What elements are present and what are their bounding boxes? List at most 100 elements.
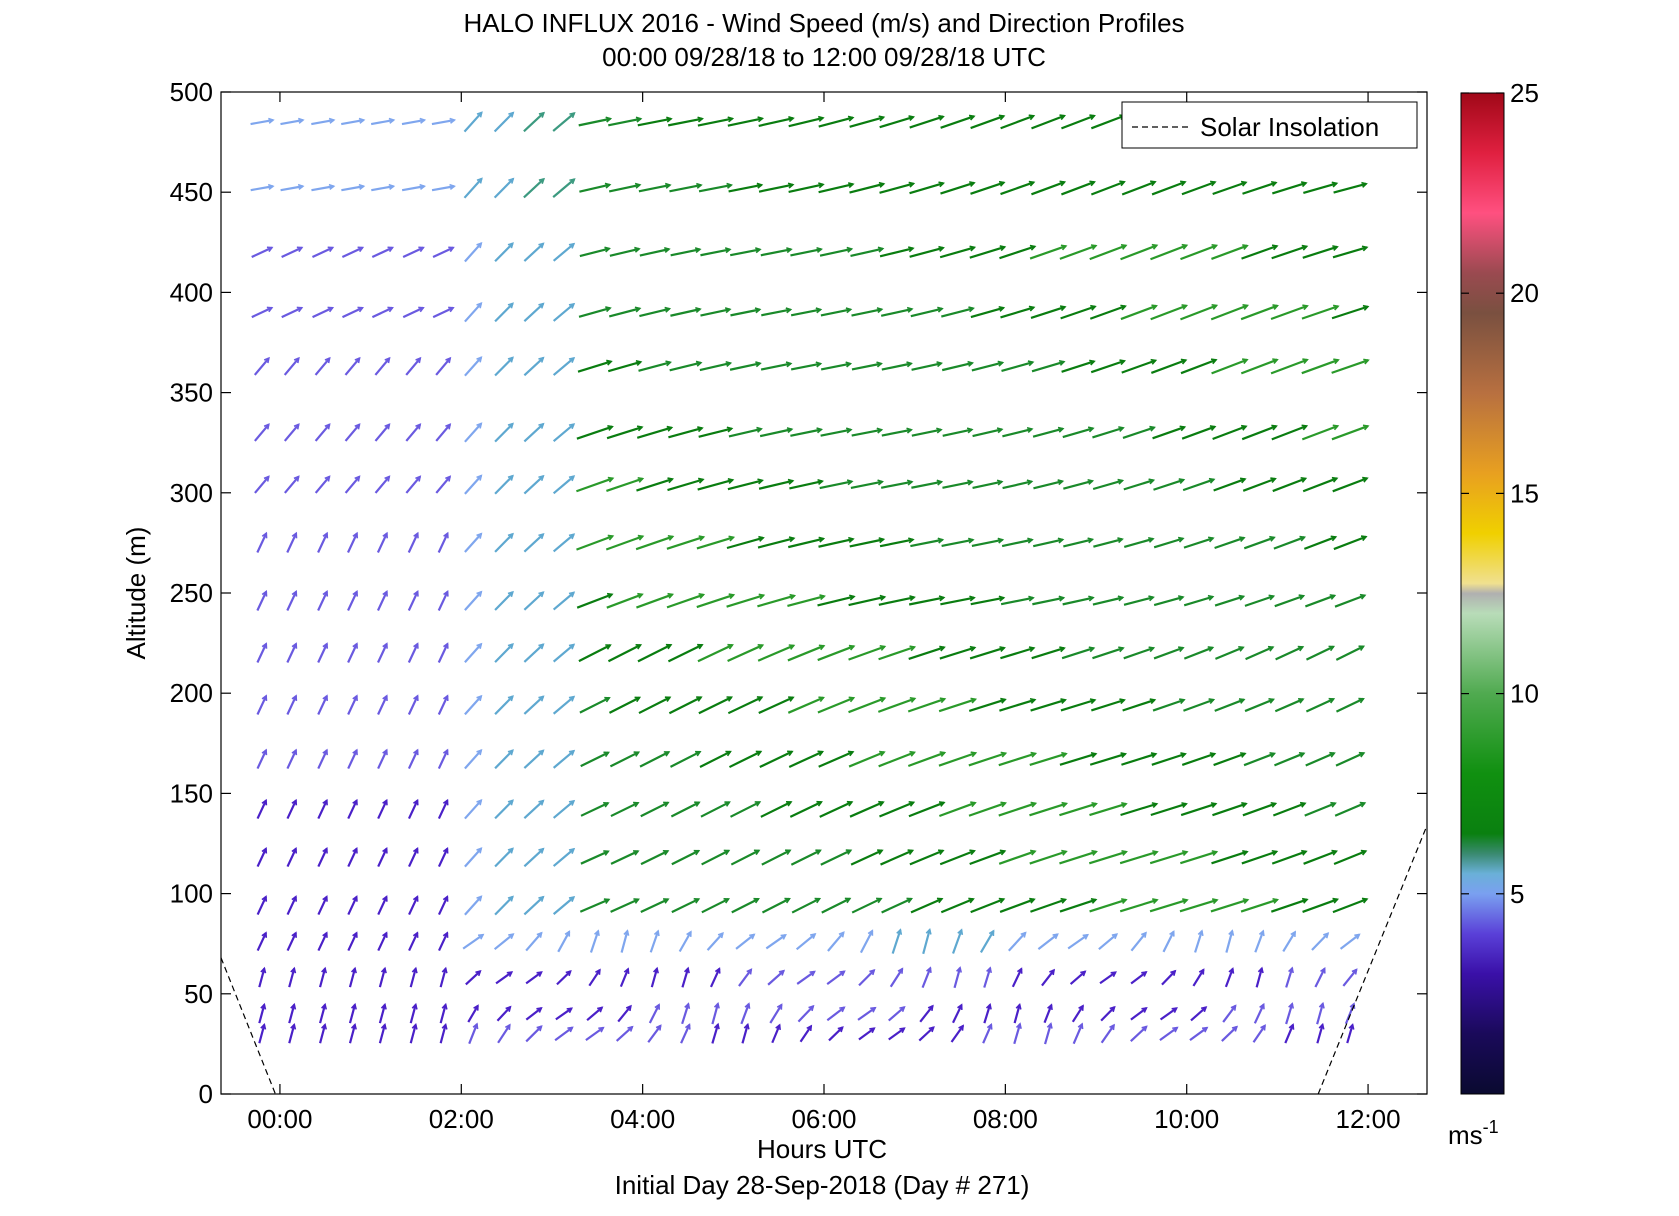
wind-vector-head	[413, 642, 419, 649]
wind-vector	[799, 1025, 813, 1043]
wind-vector	[1242, 181, 1277, 195]
wind-vector-head	[1028, 595, 1035, 602]
wind-vector	[979, 930, 995, 953]
wind-vector-head	[819, 594, 826, 601]
wind-vector-head	[1200, 1006, 1208, 1013]
wind-vector	[972, 480, 1003, 489]
wind-vector-head	[507, 895, 514, 902]
wind-vector	[1214, 698, 1245, 712]
wind-vector	[1032, 538, 1063, 548]
wind-vector-head	[968, 114, 976, 121]
wind-vector	[1240, 898, 1278, 913]
wind-vector-head	[1152, 850, 1159, 857]
wind-vector-head	[536, 931, 543, 938]
wind-vector	[970, 181, 1005, 195]
wind-vector	[881, 897, 912, 914]
wind-vector-head	[758, 593, 766, 600]
wind-vector	[1270, 898, 1308, 913]
wind-vector	[637, 117, 672, 127]
wind-vector	[1183, 698, 1214, 712]
wind-vector	[909, 115, 944, 129]
wind-vector	[1183, 595, 1214, 607]
wind-vector	[494, 847, 514, 868]
wind-vector-head	[413, 694, 419, 701]
wind-vector	[671, 849, 700, 866]
wind-vector-head	[1331, 476, 1339, 483]
wind-vector-head	[1178, 646, 1185, 653]
wind-vector-head	[568, 423, 576, 430]
wind-vector-head	[785, 361, 793, 368]
wind-vector-head	[1061, 751, 1068, 758]
wind-vector-head	[785, 849, 792, 855]
wind-vector-head	[847, 182, 855, 189]
wind-vector	[1211, 850, 1248, 865]
wind-vector-head	[507, 356, 514, 363]
wind-vector	[579, 247, 610, 258]
wind-vector-head	[663, 751, 671, 757]
wind-vector	[790, 428, 822, 437]
wind-vector	[638, 183, 671, 193]
wind-vector-head	[1302, 358, 1309, 365]
wind-vector	[817, 696, 855, 714]
wind-vector-head	[603, 850, 610, 856]
wind-vector	[494, 799, 514, 820]
wind-vector-head	[662, 849, 670, 856]
wind-vector	[525, 1025, 543, 1043]
wind-vector	[1314, 968, 1326, 988]
wind-vector	[1331, 425, 1369, 441]
wind-vector	[1159, 1026, 1178, 1042]
wind-vector-head	[1210, 358, 1218, 365]
wind-vector	[891, 929, 902, 954]
wind-vector	[638, 361, 671, 372]
wind-vector-head	[358, 183, 366, 190]
wind-vector	[523, 112, 545, 133]
wind-vector	[256, 848, 268, 868]
wind-vector-head	[725, 750, 732, 757]
wind-vector-head	[876, 307, 884, 314]
wind-vector-head	[939, 751, 947, 757]
wind-vector	[939, 246, 975, 259]
wind-vector-head	[291, 895, 298, 902]
wind-vector-head	[1242, 244, 1249, 250]
wind-vector-head	[846, 246, 854, 253]
wind-vector	[1041, 969, 1055, 987]
wind-vector-head	[818, 696, 825, 703]
wind-vector-head	[1332, 245, 1339, 252]
wind-vector	[983, 1004, 992, 1024]
wind-vector	[1030, 898, 1066, 913]
wind-vector-head	[928, 1026, 935, 1033]
wind-vector	[795, 933, 816, 951]
wind-vector	[465, 970, 482, 986]
wind-vector-head	[448, 246, 455, 253]
wind-vector	[407, 643, 419, 663]
wind-vector	[1060, 698, 1096, 712]
wind-vector	[982, 1024, 993, 1044]
wind-vector	[578, 117, 611, 127]
wind-vector-head	[296, 306, 304, 313]
wind-vector-head	[1180, 180, 1187, 187]
wind-vector	[969, 850, 1006, 866]
wind-vector	[711, 1024, 720, 1044]
wind-vector-head	[449, 183, 456, 190]
wind-vector	[1000, 306, 1035, 319]
wind-vector-head	[876, 427, 884, 434]
wind-vector-head	[352, 931, 358, 938]
solar-insolation-segment-evening	[1317, 825, 1427, 1094]
wind-vector	[464, 895, 483, 916]
wind-vector-head	[507, 242, 514, 249]
wind-vector	[378, 1024, 386, 1044]
wind-vector-head	[1120, 244, 1128, 250]
wind-vector-head	[1169, 930, 1175, 937]
wind-vector	[666, 593, 704, 609]
wind-vector	[922, 929, 931, 955]
wind-vector-head	[293, 423, 300, 430]
wind-vector-head	[1059, 305, 1067, 312]
wind-vector-head	[603, 801, 610, 808]
wind-vector	[409, 1004, 417, 1024]
wind-vector-head	[507, 642, 514, 650]
wind-vector	[496, 1006, 512, 1022]
wind-vector	[464, 356, 483, 377]
wind-vector-head	[442, 846, 449, 854]
wind-vector-head	[632, 850, 640, 856]
wind-vector	[636, 426, 672, 439]
